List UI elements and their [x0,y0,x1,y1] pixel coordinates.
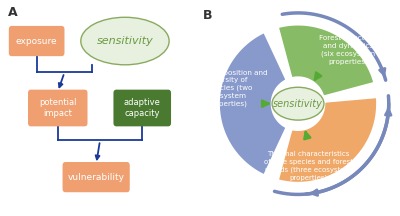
Polygon shape [278,24,375,97]
Text: B: B [203,9,212,22]
Text: Thermal characteristics
of tree species and forest
stands (three ecosystem
prope: Thermal characteristics of tree species … [264,151,353,181]
FancyBboxPatch shape [28,90,88,126]
Text: adaptive
capacity: adaptive capacity [124,98,161,118]
Text: sensitivity: sensitivity [273,99,323,109]
FancyBboxPatch shape [9,26,64,56]
Text: vulnerability: vulnerability [68,173,125,182]
Text: sensitivity: sensitivity [96,36,153,46]
Text: Composition and
diversity of
species (two
ecosystem
properties): Composition and diversity of species (tw… [207,70,268,107]
Text: potential
impact: potential impact [39,98,76,118]
Ellipse shape [81,17,169,65]
Text: Forest structure
and dynamics
(six ecosystem
properties): Forest structure and dynamics (six ecosy… [319,35,377,65]
Polygon shape [278,97,378,183]
Ellipse shape [272,87,324,120]
Polygon shape [218,32,287,176]
FancyBboxPatch shape [62,162,130,192]
Text: A: A [8,6,18,19]
Text: exposure: exposure [16,37,58,46]
FancyBboxPatch shape [114,90,171,126]
